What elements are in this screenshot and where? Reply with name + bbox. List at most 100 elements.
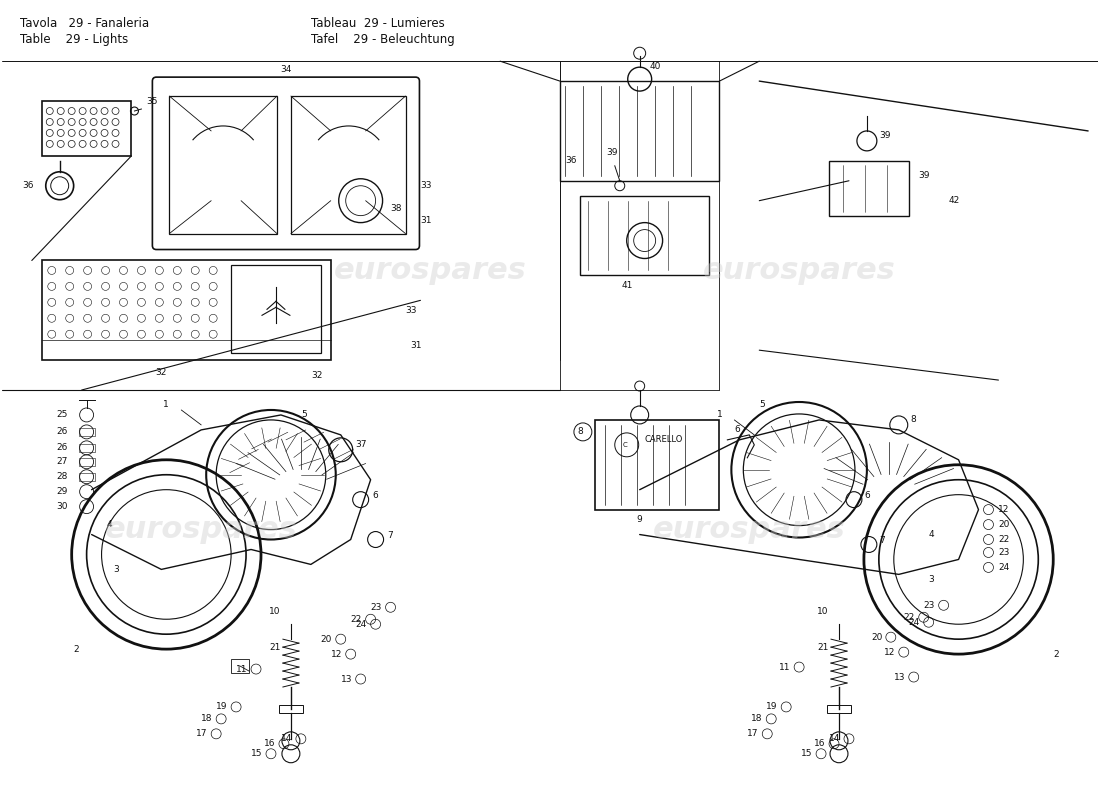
Text: 26: 26: [57, 427, 68, 436]
Text: 41: 41: [621, 281, 634, 290]
Text: 25: 25: [57, 410, 68, 419]
Text: 6: 6: [735, 426, 740, 434]
Text: 18: 18: [751, 714, 762, 723]
Text: 19: 19: [217, 702, 228, 711]
Text: 16: 16: [264, 739, 275, 748]
Text: 10: 10: [817, 606, 828, 616]
Text: 24: 24: [909, 618, 920, 626]
Text: 36: 36: [22, 182, 33, 190]
Text: eurospares: eurospares: [653, 515, 846, 544]
Bar: [829, 161, 909, 216]
Text: 22: 22: [351, 614, 362, 624]
Text: 5: 5: [301, 410, 307, 419]
Text: 20: 20: [321, 634, 332, 644]
Bar: [169, 96, 277, 234]
Text: 32: 32: [156, 367, 167, 377]
Text: eurospares: eurospares: [334, 256, 527, 285]
Text: 12: 12: [999, 505, 1010, 514]
Text: 14: 14: [829, 734, 840, 743]
Text: 2: 2: [74, 645, 79, 654]
Text: 26: 26: [57, 443, 68, 452]
Text: 10: 10: [270, 606, 280, 616]
Text: Tableau  29 - Lumieres: Tableau 29 - Lumieres: [311, 17, 444, 30]
Text: 3: 3: [928, 575, 934, 584]
Text: 32: 32: [311, 370, 322, 379]
Text: 12: 12: [883, 648, 895, 657]
Text: 13: 13: [341, 674, 352, 683]
Text: 20: 20: [999, 520, 1010, 529]
Text: 8: 8: [576, 427, 583, 436]
Text: 31: 31: [410, 341, 422, 350]
Text: 27: 27: [57, 458, 68, 466]
Bar: [78, 458, 95, 466]
Text: 38: 38: [390, 204, 403, 213]
Text: 11: 11: [779, 662, 791, 671]
Text: 4: 4: [107, 520, 112, 529]
Text: 2: 2: [1053, 650, 1059, 658]
Bar: [78, 428, 95, 436]
Text: 21: 21: [817, 642, 828, 652]
Text: 23: 23: [924, 601, 935, 610]
Text: 33: 33: [420, 182, 432, 190]
Text: 15: 15: [251, 750, 263, 758]
Text: C: C: [623, 442, 627, 448]
Bar: [595, 420, 719, 510]
Text: 6: 6: [864, 491, 870, 500]
Text: eurospares: eurospares: [104, 515, 298, 544]
Bar: [78, 444, 95, 452]
Text: 40: 40: [650, 62, 661, 70]
Text: 1: 1: [717, 410, 723, 419]
Text: 22: 22: [904, 613, 915, 622]
Text: 3: 3: [113, 565, 119, 574]
Text: 35: 35: [146, 97, 158, 106]
Text: 24: 24: [355, 620, 367, 629]
Bar: [580, 196, 710, 275]
Text: 18: 18: [201, 714, 212, 723]
Text: 12: 12: [331, 650, 342, 658]
Text: 17: 17: [747, 730, 759, 738]
Text: 29: 29: [57, 487, 68, 496]
Bar: [231, 266, 321, 353]
Text: 39: 39: [606, 148, 617, 158]
Text: 1: 1: [163, 401, 169, 410]
Text: 7: 7: [387, 531, 394, 540]
Text: 4: 4: [928, 530, 934, 539]
Text: 20: 20: [871, 633, 882, 642]
Text: Table    29 - Lights: Table 29 - Lights: [20, 33, 128, 46]
Text: 5: 5: [759, 401, 764, 410]
Bar: [279, 705, 302, 713]
Text: 24: 24: [999, 563, 1010, 572]
Text: eurospares: eurospares: [703, 256, 895, 285]
Text: 31: 31: [420, 216, 432, 225]
Bar: [42, 261, 331, 360]
Bar: [231, 659, 249, 673]
Text: 33: 33: [406, 306, 417, 315]
Text: 15: 15: [801, 750, 813, 758]
Bar: [78, 473, 95, 481]
Bar: [827, 705, 851, 713]
Text: 11: 11: [236, 665, 248, 674]
Text: 19: 19: [767, 702, 778, 711]
Text: 39: 39: [918, 171, 931, 180]
Text: 13: 13: [894, 673, 905, 682]
Bar: [290, 96, 406, 234]
Text: 17: 17: [196, 730, 208, 738]
Text: 39: 39: [879, 131, 890, 141]
Text: 14: 14: [280, 734, 293, 743]
Bar: [42, 101, 132, 156]
Text: 28: 28: [57, 472, 68, 482]
Text: 16: 16: [814, 739, 826, 748]
Bar: [560, 81, 719, 181]
Text: 36: 36: [565, 156, 576, 166]
Text: 6: 6: [373, 491, 378, 500]
Text: 8: 8: [911, 415, 916, 425]
Text: Tafel    29 - Beleuchtung: Tafel 29 - Beleuchtung: [311, 33, 454, 46]
Text: 7: 7: [879, 536, 884, 545]
Text: CARELLO: CARELLO: [645, 435, 683, 444]
Text: 9: 9: [637, 515, 642, 524]
Text: 23: 23: [999, 548, 1010, 557]
Text: 42: 42: [948, 196, 960, 205]
Text: 34: 34: [280, 65, 292, 74]
Text: 22: 22: [999, 535, 1010, 544]
Text: 21: 21: [270, 642, 280, 652]
